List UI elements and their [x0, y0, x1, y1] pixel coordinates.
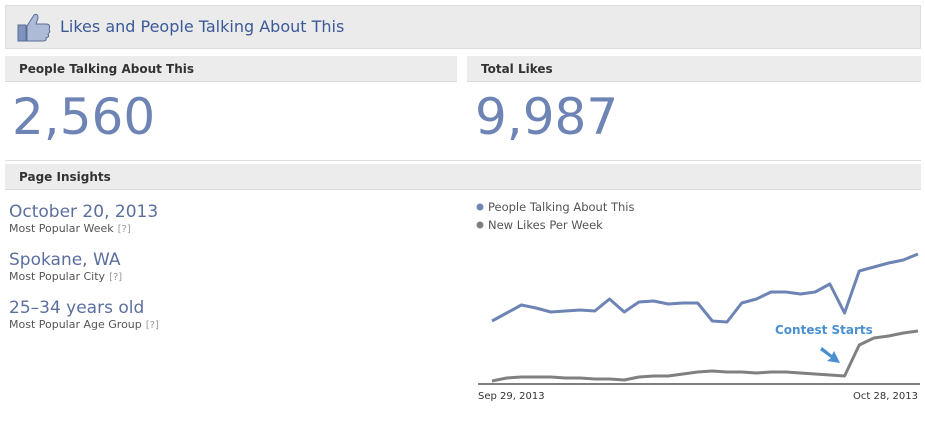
label-text: Most Popular City	[9, 270, 106, 283]
insight: Spokane, WA Most Popular City [?]	[9, 250, 122, 283]
legend-marker	[476, 221, 484, 229]
legend-label: New Likes Per Week	[488, 218, 603, 232]
insight: 25–34 years old Most Popular Age Group [?…	[9, 298, 159, 331]
insight-label: Most Popular Week [?]	[9, 222, 158, 235]
series-line	[491, 329, 919, 383]
stat-label: Total Likes	[467, 56, 921, 82]
stat-label: People Talking About This	[5, 56, 457, 82]
help-link[interactable]: [?]	[117, 224, 131, 235]
x-tick-label: Oct 28, 2013	[853, 391, 918, 402]
stat-value: 2,560	[12, 88, 156, 146]
insight-value: Spokane, WA	[9, 250, 121, 270]
label-text: Most Popular Age Group	[9, 318, 142, 331]
header-title: Likes and People Talking About This	[60, 17, 345, 36]
chart: Sep 29, 2013 Oct 28, 2013 People Talking A…	[476, 200, 920, 402]
x-tick-label: Sep 29, 2013	[478, 391, 545, 402]
label-text: Most Popular Week	[9, 222, 114, 235]
divider	[5, 160, 921, 161]
header-bar: Likes and People Talking About This	[5, 5, 921, 49]
stat-value: 9,987	[475, 88, 619, 146]
help-link[interactable]: [?]	[145, 320, 159, 331]
insights-title: Page Insights	[5, 164, 921, 190]
insight-label: Most Popular Age Group [?]	[9, 318, 159, 331]
annotation: Contest Starts	[775, 323, 873, 337]
insight-label: Most Popular City [?]	[9, 270, 122, 283]
insight-value: October 20, 2013	[9, 202, 159, 222]
insight: October 20, 2013 Most Popular Week [?]	[9, 202, 158, 235]
help-link[interactable]: [?]	[109, 272, 123, 283]
insight-value: 25–34 years old	[9, 298, 145, 318]
legend-label: People Talking About This	[488, 200, 634, 214]
like-icon	[17, 13, 51, 42]
series-line	[491, 252, 919, 324]
annotation-arrow	[820, 347, 840, 363]
legend-marker	[476, 203, 484, 211]
